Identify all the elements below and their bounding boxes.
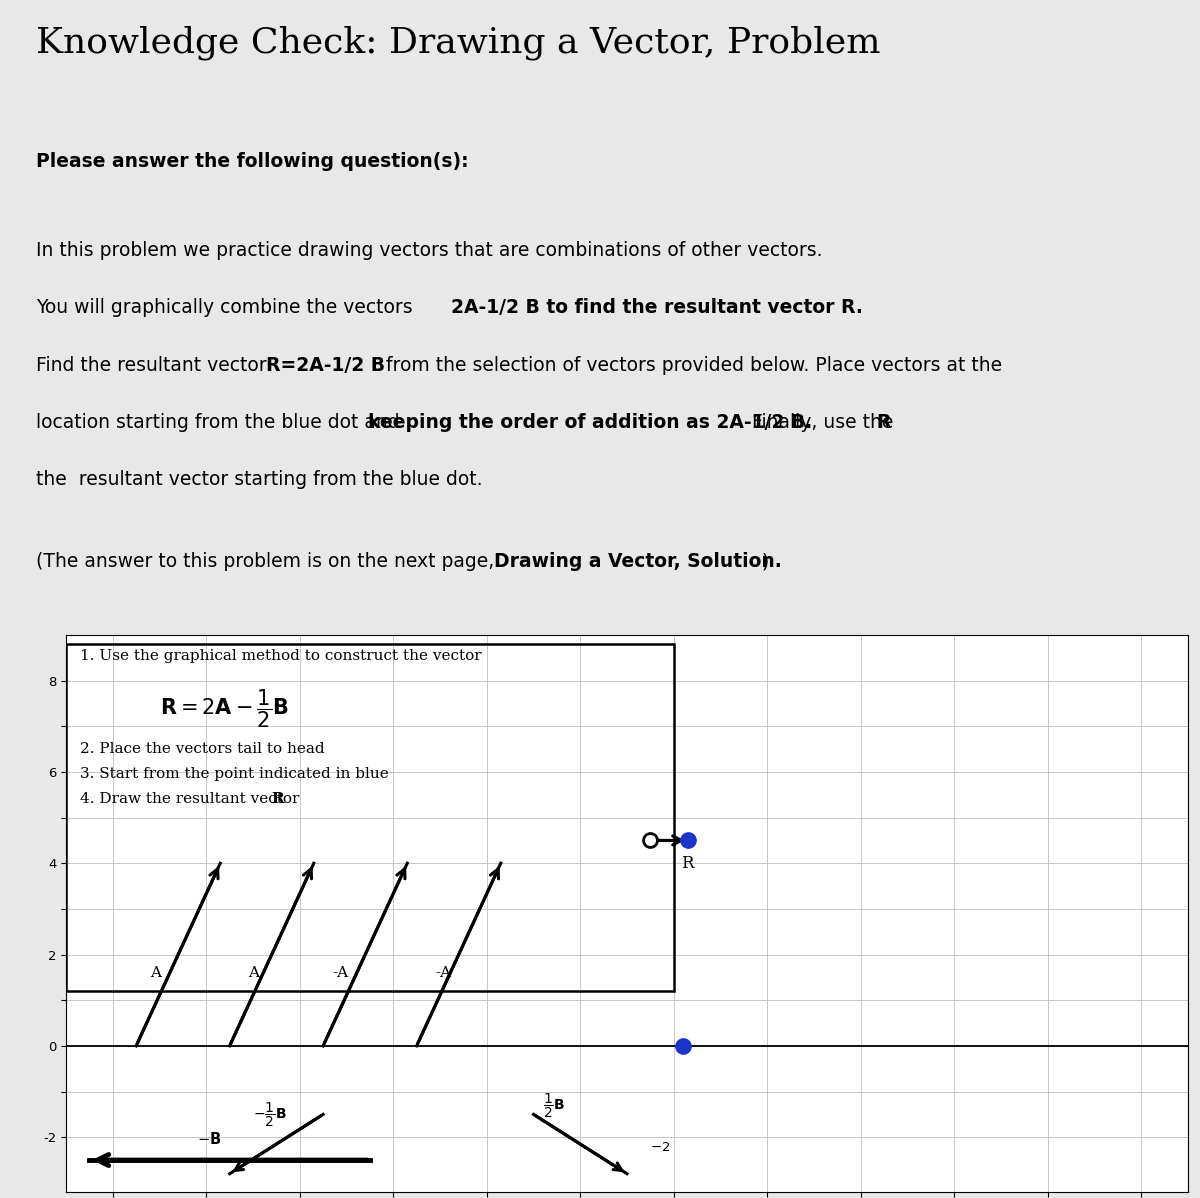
Text: the  resultant vector starting from the blue dot.: the resultant vector starting from the b… bbox=[36, 470, 482, 489]
Text: location starting from the blue dot and: location starting from the blue dot and bbox=[36, 412, 406, 431]
Text: 4. Draw the resultant vector: 4. Draw the resultant vector bbox=[80, 792, 305, 806]
Bar bbox=[66, 645, 673, 991]
Text: R: R bbox=[876, 412, 890, 431]
Text: 3. Start from the point indicated in blue: 3. Start from the point indicated in blu… bbox=[80, 768, 389, 781]
Text: -A: -A bbox=[436, 967, 451, 980]
Text: In this problem we practice drawing vectors that are combinations of other vecto: In this problem we practice drawing vect… bbox=[36, 241, 822, 260]
Text: (The answer to this problem is on the next page,: (The answer to this problem is on the ne… bbox=[36, 552, 500, 571]
Text: ): ) bbox=[762, 552, 769, 571]
Text: Find the resultant vector: Find the resultant vector bbox=[36, 356, 272, 375]
Text: R: R bbox=[271, 792, 284, 806]
Text: A: A bbox=[248, 967, 259, 980]
Text: 1. Use the graphical method to construct the vector: 1. Use the graphical method to construct… bbox=[80, 648, 481, 662]
Text: $\dfrac{1}{2}\mathbf{B}$: $\dfrac{1}{2}\mathbf{B}$ bbox=[542, 1091, 565, 1119]
Text: $-\dfrac{1}{2}\mathbf{B}$: $-\dfrac{1}{2}\mathbf{B}$ bbox=[253, 1100, 287, 1129]
Text: $-2$: $-2$ bbox=[650, 1140, 671, 1154]
Text: Knowledge Check: Drawing a Vector, Problem: Knowledge Check: Drawing a Vector, Probl… bbox=[36, 25, 881, 60]
Text: 2. Place the vectors tail to head: 2. Place the vectors tail to head bbox=[80, 743, 325, 756]
Text: R=2A-1/2 B: R=2A-1/2 B bbox=[266, 356, 385, 375]
Text: from the selection of vectors provided below. Place vectors at the: from the selection of vectors provided b… bbox=[380, 356, 1002, 375]
Text: A: A bbox=[150, 967, 161, 980]
Text: $-\mathbf{B}$: $-\mathbf{B}$ bbox=[197, 1131, 221, 1146]
Text: Finally, use the: Finally, use the bbox=[746, 412, 900, 431]
Text: R: R bbox=[680, 855, 694, 872]
Text: -A: -A bbox=[332, 967, 349, 980]
Text: You will graphically combine the vectors: You will graphically combine the vectors bbox=[36, 298, 419, 317]
Text: keeping the order of addition as 2A-1/2 B.: keeping the order of addition as 2A-1/2 … bbox=[368, 412, 812, 431]
Text: Please answer the following question(s):: Please answer the following question(s): bbox=[36, 152, 469, 171]
Text: $\mathbf{R} = 2\mathbf{A} - \dfrac{1}{2}\mathbf{B}$: $\mathbf{R} = 2\mathbf{A} - \dfrac{1}{2}… bbox=[160, 688, 288, 730]
Text: 2A-1/2 B to find the resultant vector R.: 2A-1/2 B to find the resultant vector R. bbox=[451, 298, 863, 317]
Text: Drawing a Vector, Solution.: Drawing a Vector, Solution. bbox=[494, 552, 782, 571]
